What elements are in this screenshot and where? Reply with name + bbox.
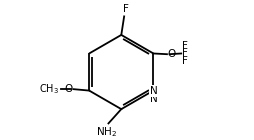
Text: CH$_3$: CH$_3$ xyxy=(39,82,59,96)
Text: NH$_2$: NH$_2$ xyxy=(97,125,118,139)
Text: F: F xyxy=(182,56,188,66)
Text: N: N xyxy=(150,86,158,96)
Text: F: F xyxy=(123,4,129,14)
Text: F: F xyxy=(182,41,188,51)
Text: O: O xyxy=(168,49,176,59)
Text: F: F xyxy=(182,48,188,59)
Text: N: N xyxy=(150,94,158,104)
Text: O: O xyxy=(65,84,73,94)
